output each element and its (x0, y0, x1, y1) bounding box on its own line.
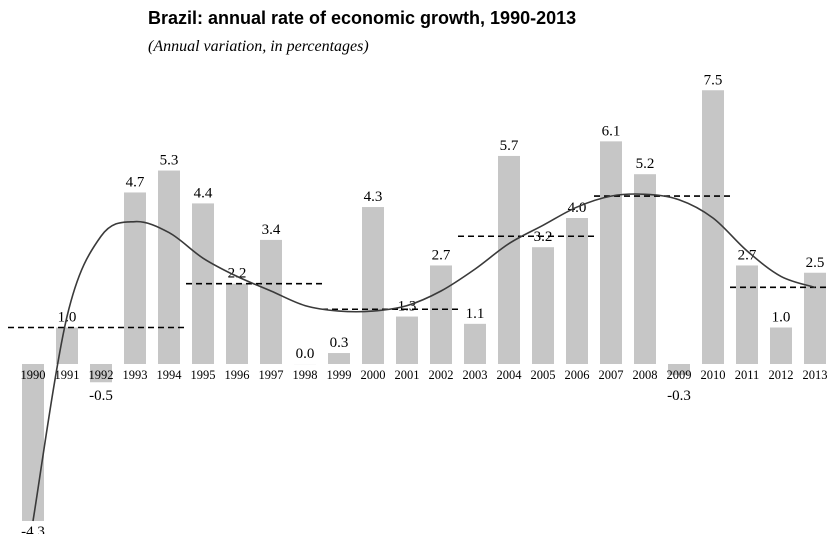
x-tick-label: 1998 (293, 368, 318, 382)
bar-2005 (532, 247, 554, 364)
x-tick-label: 2001 (395, 368, 420, 382)
bar-2008 (634, 174, 656, 364)
x-tick-label: 2003 (463, 368, 488, 382)
data-label: 1.3 (398, 299, 417, 315)
data-label: 6.1 (602, 123, 621, 139)
x-tick-label: 1993 (123, 368, 148, 382)
data-label: 5.7 (500, 138, 519, 154)
bar-2000 (362, 207, 384, 364)
data-label: 1.1 (466, 306, 485, 322)
data-label: 3.4 (262, 222, 281, 238)
bar-2011 (736, 265, 758, 364)
bar-1993 (124, 192, 146, 364)
data-label: 2.5 (806, 255, 825, 271)
x-tick-label: 2000 (361, 368, 386, 382)
x-tick-label: 2011 (735, 368, 760, 382)
bar-2009 (668, 364, 690, 375)
x-tick-label: 2009 (667, 368, 692, 382)
x-tick-label: 2006 (565, 368, 590, 382)
bar-1990 (22, 364, 44, 521)
bar-1992 (90, 364, 112, 383)
bar-2004 (498, 155, 520, 364)
x-tick-label: 1999 (327, 368, 352, 382)
bar-1997 (260, 239, 282, 364)
bar-2013 (804, 272, 826, 364)
x-tick-label: 2007 (599, 368, 624, 382)
x-tick-label: 2010 (701, 368, 726, 382)
x-tick-label: 2012 (769, 368, 794, 382)
data-label: -0.3 (667, 388, 691, 404)
data-label: 4.3 (364, 189, 383, 205)
x-tick-label: 2013 (803, 368, 828, 382)
x-tick-label: 2008 (633, 368, 658, 382)
data-label: 5.2 (636, 156, 655, 172)
data-label: 4.0 (568, 200, 587, 216)
data-label: 0.0 (296, 346, 315, 362)
chart-title: Brazil: annual rate of economic growth, … (148, 8, 577, 28)
x-tick-label: 1994 (157, 368, 183, 382)
x-tick-label: 1990 (21, 368, 46, 382)
bar-2010 (702, 90, 724, 364)
x-tick-label: 2005 (531, 368, 556, 382)
bar-1991 (56, 327, 78, 364)
data-label: 2.2 (228, 266, 247, 282)
data-label: 4.4 (194, 185, 213, 201)
data-label: 1.0 (772, 310, 791, 326)
bar-1996 (226, 283, 248, 364)
data-label: 0.3 (330, 335, 349, 351)
data-label: -0.5 (89, 388, 113, 404)
data-label: 7.5 (704, 72, 723, 88)
x-tick-label: 1995 (191, 368, 216, 382)
data-label: 5.3 (160, 153, 179, 169)
x-tick-label: 1991 (55, 368, 80, 382)
data-label: 2.7 (432, 247, 451, 263)
data-label: 4.7 (126, 174, 145, 190)
data-label: 2.7 (738, 247, 757, 263)
bar-2012 (770, 327, 792, 364)
x-tick-label: 2002 (429, 368, 454, 382)
bar-1994 (158, 170, 180, 364)
bar-2002 (430, 265, 452, 364)
x-tick-label: 1992 (89, 368, 114, 382)
x-tick-label: 2004 (497, 368, 523, 382)
bar-2001 (396, 316, 418, 364)
bar-2003 (464, 323, 486, 364)
bar-2006 (566, 218, 588, 364)
data-label: 3.2 (534, 229, 553, 245)
chart-subtitle: (Annual variation, in percentages) (148, 38, 369, 55)
bar-1995 (192, 203, 214, 364)
bar-2007 (600, 141, 622, 364)
x-tick-label: 1996 (225, 368, 250, 382)
trend-line (32, 193, 816, 522)
data-label: -4.3 (21, 524, 45, 534)
bar-1999 (328, 353, 350, 364)
x-tick-label: 1997 (259, 368, 284, 382)
